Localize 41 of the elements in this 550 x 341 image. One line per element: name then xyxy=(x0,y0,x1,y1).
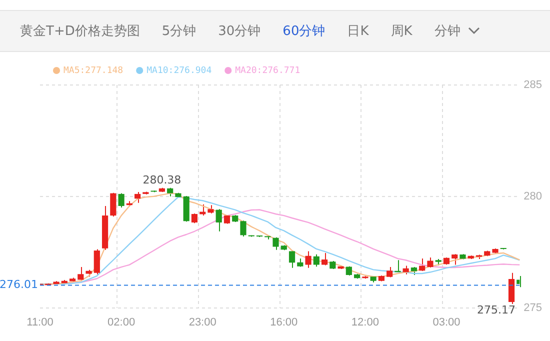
candlestick xyxy=(118,192,124,208)
text: 日K xyxy=(347,23,369,40)
candlestick xyxy=(110,192,116,217)
candlestick xyxy=(240,220,246,238)
candlestick xyxy=(134,191,141,204)
candlestick xyxy=(94,248,100,275)
x-tick-label: 12:00 xyxy=(351,316,379,328)
candlestick xyxy=(216,208,222,232)
y-tick-label: 280 xyxy=(524,190,542,202)
ref-line-label: 276.01 xyxy=(0,278,38,292)
text: 周K xyxy=(390,23,412,40)
candlestick xyxy=(288,250,296,268)
text: 5分钟 xyxy=(162,23,196,40)
x-tick-label: 02:00 xyxy=(108,316,136,328)
candlestick xyxy=(508,272,515,305)
candlestick xyxy=(427,256,434,268)
x-tick-label: 03:00 xyxy=(432,316,460,328)
candlestick xyxy=(191,213,198,224)
annotation: 280.38 xyxy=(142,173,182,186)
candlestick xyxy=(78,266,84,282)
legend-label: MA20:276.771 xyxy=(235,66,300,76)
candlestick xyxy=(305,250,312,268)
candlestick xyxy=(313,254,320,268)
candlestick xyxy=(272,236,279,250)
y-tick-label: 285 xyxy=(524,79,542,92)
text: 30分钟 xyxy=(218,23,261,40)
candlestick xyxy=(419,258,426,272)
candlestick xyxy=(386,266,393,278)
text: 分钟 xyxy=(434,23,460,40)
candlestick xyxy=(321,252,328,266)
candlestick xyxy=(346,266,352,276)
x-tick-label: 16:00 xyxy=(270,316,298,328)
annotation: 275.17 xyxy=(477,303,516,316)
candlestick xyxy=(452,254,458,266)
text: 60分钟 xyxy=(282,23,326,40)
legend-label: MA10:276.904 xyxy=(146,66,212,76)
x-tick-label: 11:00 xyxy=(26,316,54,328)
legend-label: MA5:277.148 xyxy=(64,66,124,76)
y-tick-label: 275 xyxy=(524,302,542,314)
x-tick-label: 23:00 xyxy=(188,316,216,328)
chart-title: 黄金T+D价格走势图 xyxy=(20,23,140,40)
